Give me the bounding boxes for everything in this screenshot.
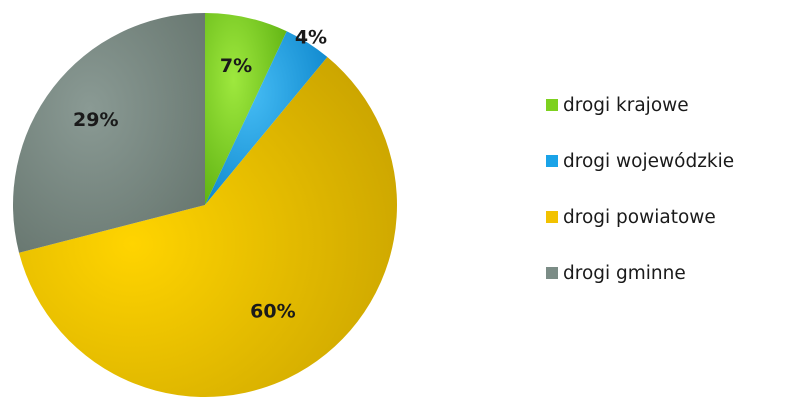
pie-slices	[12, 13, 397, 397]
pie-slice-drogi-krajowe	[205, 13, 287, 205]
data-label-drogi-krajowe: 7%	[220, 55, 252, 77]
pie-plot: 7% 4% 60% 29%	[12, 13, 397, 397]
legend-item-drogi-krajowe: drogi krajowe	[546, 92, 786, 118]
legend-label-drogi-gminne: drogi gminne	[563, 262, 686, 284]
legend-item-drogi-gminne: drogi gminne	[546, 260, 786, 286]
legend-swatch-drogi-gminne	[546, 267, 558, 279]
chart-legend: drogi krajowe drogi wojewódzkie drogi po…	[546, 92, 786, 316]
data-label-drogi-gminne: 29%	[73, 109, 118, 131]
legend-label-drogi-krajowe: drogi krajowe	[563, 94, 689, 116]
legend-label-drogi-wojewodzkie: drogi wojewódzkie	[563, 150, 735, 172]
legend-swatch-drogi-wojewodzkie	[546, 155, 558, 167]
legend-swatch-drogi-powiatowe	[546, 211, 558, 223]
legend-label-drogi-powiatowe: drogi powiatowe	[563, 206, 716, 228]
data-label-drogi-powiatowe: 60%	[250, 300, 295, 322]
legend-item-drogi-powiatowe: drogi powiatowe	[546, 204, 786, 230]
pie-slice-drogi-gminne	[12, 13, 205, 253]
pie-slice-drogi-wojewodzkie	[205, 31, 328, 205]
legend-swatch-drogi-krajowe	[546, 99, 558, 111]
legend-item-drogi-wojewodzkie: drogi wojewódzkie	[546, 148, 786, 174]
data-label-drogi-wojewodzkie: 4%	[295, 27, 327, 49]
pie-data-labels: 7% 4% 60% 29%	[73, 27, 327, 323]
pie-slice-drogi-powiatowe	[19, 57, 397, 397]
